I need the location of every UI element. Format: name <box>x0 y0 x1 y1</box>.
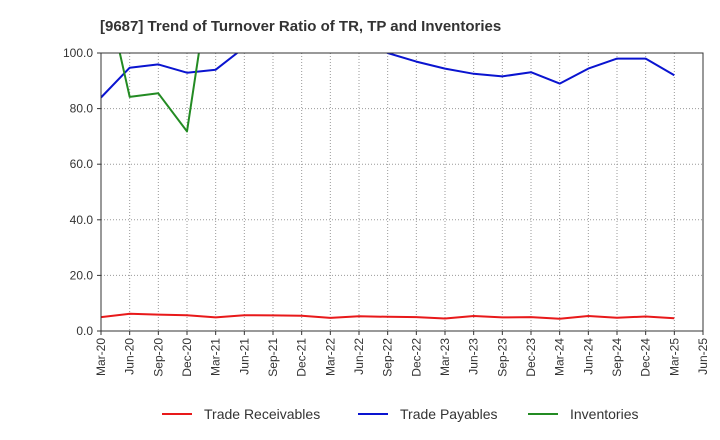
y-tick-label: 0.0 <box>76 324 93 338</box>
x-tick-label: Dec-21 <box>295 338 309 377</box>
legend: Trade Receivables Trade Payables Inventori… <box>162 406 638 422</box>
x-tick-label: Mar-25 <box>667 338 681 376</box>
y-tick-label: 40.0 <box>70 213 94 227</box>
x-tick-label: Jun-20 <box>123 338 137 375</box>
x-tick-label: Sep-21 <box>266 338 280 377</box>
chart-title: [9687] Trend of Turnover Ratio of TR, TP… <box>100 18 501 35</box>
x-tick-label: Sep-22 <box>381 338 395 377</box>
series-line-inventories <box>118 53 200 133</box>
x-tick-label: Mar-24 <box>553 338 567 376</box>
x-tick-label: Mar-20 <box>94 338 108 376</box>
series-lines <box>101 53 675 320</box>
x-tick-label: Mar-22 <box>323 338 337 376</box>
legend-label-inventories: Inventories <box>570 406 638 422</box>
x-tick-label: Jun-25 <box>696 338 710 375</box>
x-tick-label: Sep-24 <box>610 338 624 377</box>
y-tick-label: 60.0 <box>70 157 94 171</box>
legend-label-trade-payables: Trade Payables <box>400 406 498 422</box>
x-tick-label: Jun-24 <box>581 338 595 375</box>
axes: 0.0 20.0 40.0 60.0 80.0 100.0 Mar-20 Jun-20 Sep-… <box>63 46 710 377</box>
y-tick-label: 100.0 <box>63 46 93 60</box>
grid-lines <box>101 53 703 331</box>
y-tick-label: 20.0 <box>70 268 94 282</box>
x-tick-label: Mar-21 <box>209 338 223 376</box>
x-tick-label: Dec-20 <box>180 338 194 377</box>
x-tick-label: Jun-23 <box>467 338 481 375</box>
x-tick-label: Dec-22 <box>409 338 423 377</box>
series-line-trade-receivables <box>101 312 675 320</box>
x-tick-label: Dec-23 <box>524 338 538 377</box>
y-tick-label: 80.0 <box>70 102 94 116</box>
x-tick-label: Sep-23 <box>495 338 509 377</box>
x-tick-label: Mar-23 <box>438 338 452 376</box>
x-tick-label: Jun-22 <box>352 338 366 375</box>
legend-label-trade-receivables: Trade Receivables <box>204 406 320 422</box>
x-tick-label: Jun-21 <box>237 338 251 375</box>
x-tick-label: Sep-20 <box>151 338 165 377</box>
plot-frame <box>100 52 704 332</box>
x-tick-label: Dec-24 <box>639 338 653 377</box>
